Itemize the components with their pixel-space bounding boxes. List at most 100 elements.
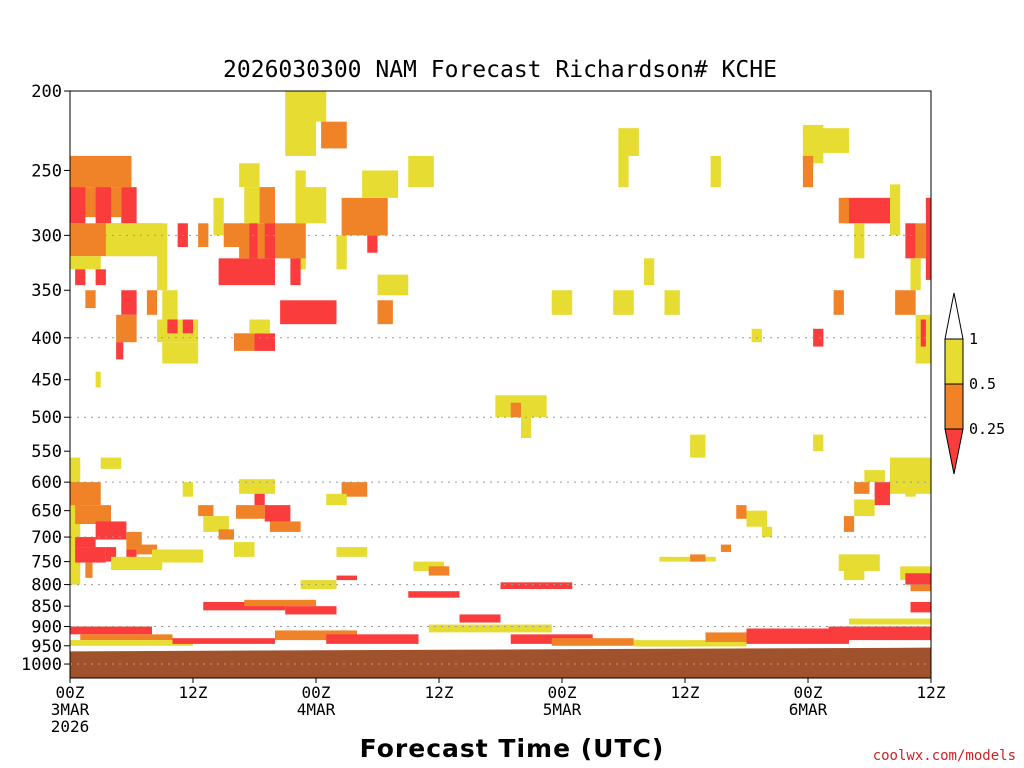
ri-cell-44	[336, 235, 347, 270]
ri-cell-116	[813, 434, 824, 452]
ri-cell-119	[874, 482, 890, 506]
ri-cell-63	[152, 549, 204, 563]
legend-label-0: 1	[969, 330, 978, 348]
ri-cell-8	[70, 256, 101, 270]
ri-cell-7	[157, 223, 168, 291]
ri-cell-64	[85, 562, 93, 578]
xtick-label-72-0: 00Z	[794, 683, 823, 702]
ytick-label-800: 800	[31, 576, 62, 596]
ytick-label-650: 650	[31, 502, 62, 522]
ri-cell-12	[121, 290, 137, 315]
ri-cell-61	[136, 544, 158, 555]
ytick-label-750: 750	[31, 553, 62, 573]
ri-cell-60	[105, 547, 117, 562]
ytick-label-300: 300	[31, 226, 62, 246]
ri-cell-20	[162, 342, 199, 364]
ri-cell-148	[849, 618, 931, 625]
xtick-label-48-0: 00Z	[548, 683, 577, 702]
ri-cell-118	[864, 470, 885, 483]
ri-cell-140	[500, 582, 573, 590]
ri-cell-48	[377, 300, 393, 325]
chart-title: 2026030300 NAM Forecast Richardson# KCHE	[223, 57, 777, 83]
ri-cell-11	[85, 290, 96, 309]
ri-cell-144	[633, 640, 747, 647]
xtick-label-60-0: 12Z	[671, 683, 700, 702]
ri-cell-2	[70, 187, 86, 224]
ri-cell-87	[551, 290, 573, 315]
ytick-label-250: 250	[31, 161, 62, 181]
ri-cell-110	[910, 258, 921, 291]
xtick-label-36-0: 12Z	[425, 683, 454, 702]
ri-cell-134	[244, 599, 316, 607]
xtick-label-72-1: 6MAR	[789, 700, 828, 719]
ri-cell-138	[408, 591, 460, 598]
ri-cell-50	[285, 91, 316, 156]
ri-cell-21	[95, 371, 101, 388]
ri-cell-95	[746, 510, 767, 527]
ri-cell-124	[838, 554, 880, 571]
ri-cell-10	[95, 269, 106, 286]
ri-cell-40	[249, 319, 270, 334]
ri-cell-72	[269, 521, 301, 532]
y-axis: 200 250 300 350 400 450 500 550 600 650 700 750 8008…	[21, 82, 70, 675]
ri-cell-123	[843, 516, 855, 532]
ri-cell-35	[290, 258, 301, 286]
xtick-label-24-1: 4MAR	[297, 700, 336, 719]
ri-cell-69	[236, 505, 265, 519]
ytick-label-1000: 1000	[21, 655, 62, 675]
ri-cell-82	[521, 413, 532, 438]
ri-cell-109	[925, 197, 931, 280]
legend-label-2: 0.25	[969, 420, 1005, 438]
plot-background	[70, 91, 931, 678]
ri-cell-121	[854, 499, 875, 517]
ri-cell-15	[116, 314, 137, 343]
ri-cell-136	[275, 630, 357, 641]
stability-cells	[70, 91, 931, 647]
ri-cell-39	[254, 333, 275, 351]
ri-cell-125	[843, 570, 865, 581]
ri-cell-94	[736, 505, 747, 519]
ri-cell-49	[408, 155, 434, 188]
ri-cell-66	[198, 505, 214, 517]
ri-cell-57	[75, 547, 106, 563]
ytick-label-700: 700	[31, 528, 62, 548]
ri-cell-54	[75, 505, 111, 525]
ri-cell-13	[146, 290, 158, 315]
legend: 1 0.5 0.25	[944, 292, 1005, 475]
ri-cell-93	[751, 328, 762, 343]
ri-cell-97	[659, 556, 716, 562]
ri-cell-68	[218, 529, 234, 540]
credit-link[interactable]: coolwx.com/models	[873, 748, 1016, 764]
ri-cell-42	[321, 121, 347, 149]
xtick-label-12-0: 12Z	[179, 683, 208, 702]
plot-frame	[69, 90, 932, 679]
ri-cell-51	[100, 457, 122, 469]
xtick-label-0-1: 3MAR	[51, 700, 90, 719]
ri-cell-129	[70, 626, 152, 635]
ri-cell-101	[818, 128, 849, 153]
ri-cell-89	[664, 290, 680, 315]
ytick-label-600: 600	[31, 473, 62, 493]
ytick-label-200: 200	[31, 82, 62, 102]
ri-cell-45	[362, 170, 398, 198]
ri-cell-92	[710, 155, 721, 188]
ri-cell-86	[618, 155, 629, 188]
ri-cell-147	[828, 626, 931, 641]
ri-cell-59	[126, 549, 137, 564]
ri-cell-103	[843, 197, 890, 224]
ri-cell-84	[336, 575, 357, 581]
ytick-label-950: 950	[31, 637, 62, 657]
ri-cell-37	[295, 187, 327, 224]
ri-cell-105	[890, 184, 901, 236]
ri-cell-127	[905, 573, 931, 585]
ytick-label-350: 350	[31, 281, 62, 301]
ri-cell-135	[285, 606, 337, 615]
ri-cell-78	[413, 561, 445, 571]
ri-cell-130	[80, 634, 173, 641]
ri-cell-34	[275, 223, 306, 259]
ri-cell-62	[111, 556, 163, 571]
ri-cell-142	[428, 624, 552, 633]
ri-cell-56	[75, 537, 96, 548]
ri-cell-99	[720, 544, 732, 552]
ri-cell-18	[167, 319, 178, 334]
